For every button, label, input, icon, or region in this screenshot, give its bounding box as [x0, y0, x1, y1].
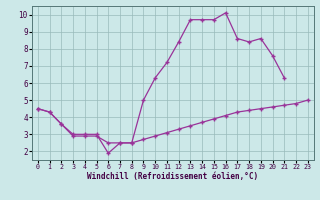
- X-axis label: Windchill (Refroidissement éolien,°C): Windchill (Refroidissement éolien,°C): [87, 172, 258, 181]
